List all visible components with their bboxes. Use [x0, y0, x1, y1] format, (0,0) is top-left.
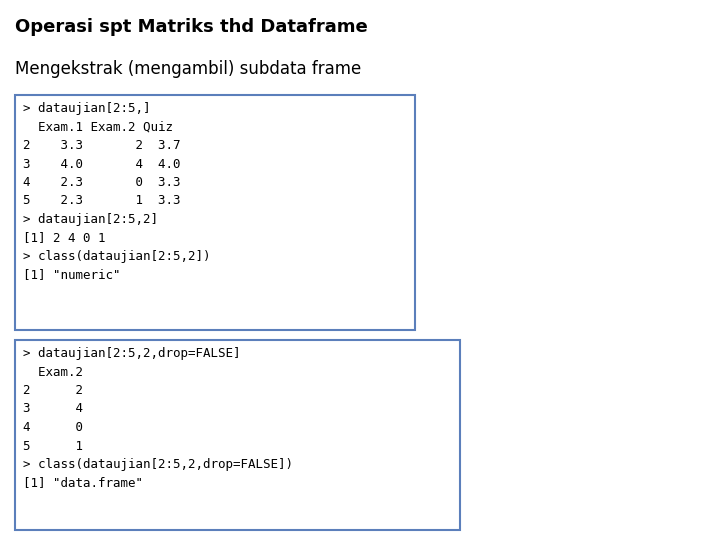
Text: Operasi spt Matriks thd Dataframe: Operasi spt Matriks thd Dataframe	[15, 18, 368, 36]
Text: Mengekstrak (mengambil) subdata frame: Mengekstrak (mengambil) subdata frame	[15, 60, 361, 78]
FancyBboxPatch shape	[15, 95, 415, 330]
Text: > dataujian[2:5,]
  Exam.1 Exam.2 Quiz
2    3.3       2  3.7
3    4.0       4  4: > dataujian[2:5,] Exam.1 Exam.2 Quiz 2 3…	[23, 102, 210, 281]
Text: > dataujian[2:5,2,drop=FALSE]
  Exam.2
2      2
3      4
4      0
5      1
> cla: > dataujian[2:5,2,drop=FALSE] Exam.2 2 2…	[23, 347, 293, 489]
FancyBboxPatch shape	[15, 340, 460, 530]
